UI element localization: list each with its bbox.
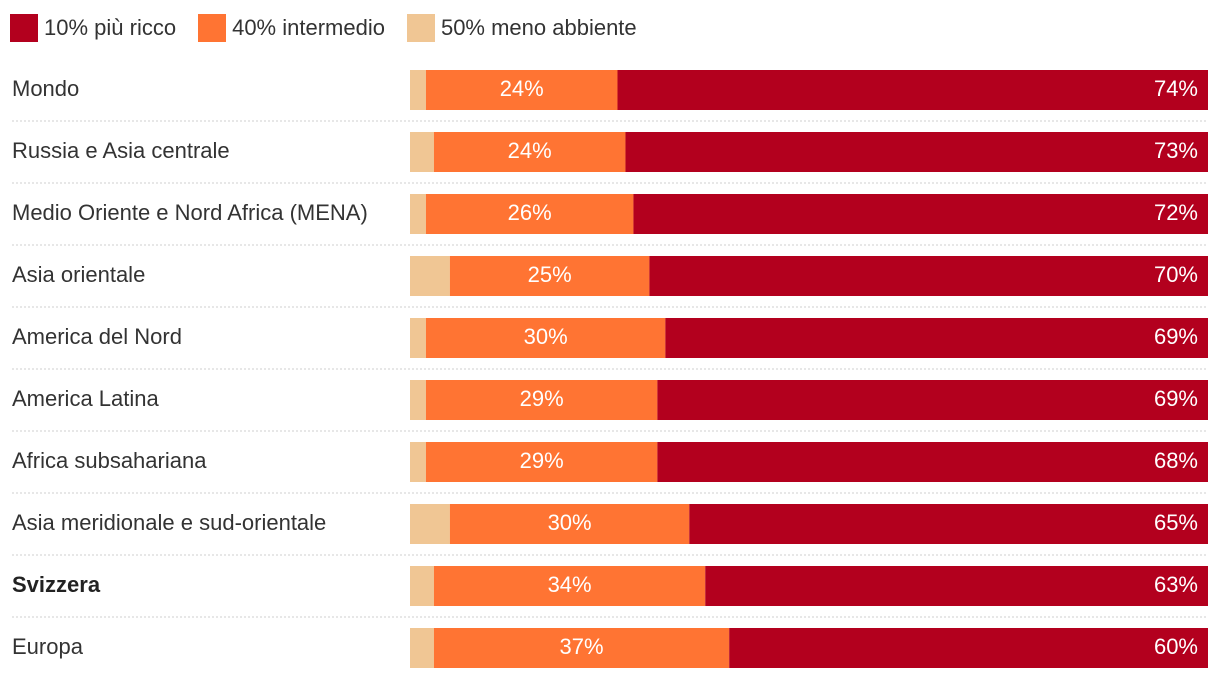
legend-label-bottom50: 50% meno abbiente (440, 15, 637, 40)
chart-row-europa: Europa 37% 60% (12, 628, 1208, 668)
data-label-10-piu-ricco-russia-e-asia-centrale: 73% (1154, 138, 1198, 163)
chart-row-svizzera: Svizzera 34% 63% (12, 566, 1208, 618)
category-label-mondo: Mondo (12, 76, 79, 101)
data-label-10-piu-ricco-mondo: 74% (1154, 76, 1198, 101)
data-label-40-intermedio-asia-orientale: 25% (528, 262, 572, 287)
bar-segment-10-piu-ricco-russia-e-asia-centrale (625, 132, 1208, 172)
bar-segment-10-piu-ricco-europa (729, 628, 1208, 668)
bar-segment-10-piu-ricco-africa-subsahariana (657, 442, 1208, 482)
bar-segment-40-intermedio-svizzera (433, 566, 706, 606)
bar-segment-50-meno-abbiente-asia-meridionale-e-sud-orientale (410, 504, 450, 544)
chart-row-asia-meridionale-e-sud-orientale: Asia meridionale e sud-orientale 30% 65% (12, 504, 1208, 556)
bar-segment-10-piu-ricco-america-del-nord (665, 318, 1208, 358)
legend-item-top10: 10% più ricco (10, 14, 176, 42)
data-label-10-piu-ricco-svizzera: 63% (1154, 572, 1198, 597)
bar-segment-40-intermedio-russia-e-asia-centrale (433, 132, 626, 172)
data-label-10-piu-ricco-america-latina: 69% (1154, 386, 1198, 411)
category-label-asia-orientale: Asia orientale (12, 262, 145, 287)
bar-segment-40-intermedio-mondo (425, 70, 618, 110)
legend-swatch-middle40 (198, 14, 227, 42)
chart-row-america-latina: America Latina 29% 69% (12, 380, 1208, 432)
category-label-america-latina: America Latina (12, 386, 160, 411)
category-label-africa-subsahariana: Africa subsahariana (12, 448, 207, 473)
data-label-10-piu-ricco-asia-orientale: 70% (1154, 262, 1198, 287)
bar-segment-50-meno-abbiente-asia-orientale (410, 256, 450, 296)
data-label-40-intermedio-svizzera: 34% (548, 572, 592, 597)
bar-segment-40-intermedio-america-del-nord (425, 318, 666, 358)
data-label-40-intermedio-asia-meridionale-e-sud-orientale: 30% (548, 510, 592, 535)
data-label-40-intermedio-america-del-nord: 30% (524, 324, 568, 349)
data-label-40-intermedio-russia-e-asia-centrale: 24% (508, 138, 552, 163)
legend-label-middle40: 40% intermedio (232, 15, 385, 40)
chart-row-america-del-nord: America del Nord 30% 69% (12, 318, 1208, 370)
data-label-40-intermedio-africa-subsahariana: 29% (520, 448, 564, 473)
data-label-10-piu-ricco-europa: 60% (1154, 634, 1198, 659)
chart-row-asia-orientale: Asia orientale 25% 70% (12, 256, 1208, 308)
category-label-europa: Europa (12, 634, 84, 659)
bar-segment-50-meno-abbiente-mondo (410, 70, 426, 110)
bar-segment-10-piu-ricco-mondo (617, 70, 1208, 110)
bar-segment-40-intermedio-america-latina (425, 380, 658, 420)
data-label-40-intermedio-medio-oriente-e-nord-africa-mena: 26% (508, 200, 552, 225)
bar-segment-10-piu-ricco-asia-orientale (649, 256, 1208, 296)
bar-segment-10-piu-ricco-asia-meridionale-e-sud-orientale (689, 504, 1208, 544)
data-label-40-intermedio-america-latina: 29% (520, 386, 564, 411)
bar-segment-50-meno-abbiente-europa (410, 628, 434, 668)
data-label-10-piu-ricco-america-del-nord: 69% (1154, 324, 1198, 349)
category-label-america-del-nord: America del Nord (12, 324, 182, 349)
data-label-40-intermedio-mondo: 24% (500, 76, 544, 101)
data-label-10-piu-ricco-africa-subsahariana: 68% (1154, 448, 1198, 473)
bar-segment-40-intermedio-medio-oriente-e-nord-africa-mena (425, 194, 634, 234)
legend-label-top10: 10% più ricco (44, 15, 177, 40)
bar-segment-10-piu-ricco-america-latina (657, 380, 1208, 420)
chart-row-medio-oriente-e-nord-africa-mena: Medio Oriente e Nord Africa (MENA) 26% 72% (12, 194, 1208, 246)
chart-row-africa-subsahariana: Africa subsahariana 29% 68% (12, 442, 1208, 494)
category-label-svizzera: Svizzera (12, 572, 101, 597)
category-label-russia-e-asia-centrale: Russia e Asia centrale (12, 138, 230, 163)
chart-row-mondo: Mondo 24% 74% (12, 70, 1208, 122)
bar-segment-50-meno-abbiente-russia-e-asia-centrale (410, 132, 434, 172)
bar-segment-40-intermedio-asia-orientale (449, 256, 650, 296)
bar-segment-40-intermedio-africa-subsahariana (425, 442, 658, 482)
bar-segment-10-piu-ricco-medio-oriente-e-nord-africa-mena (633, 194, 1208, 234)
bar-segment-50-meno-abbiente-america-latina (410, 380, 426, 420)
legend-item-middle40: 40% intermedio (198, 14, 385, 42)
data-label-40-intermedio-europa: 37% (560, 634, 604, 659)
data-label-10-piu-ricco-asia-meridionale-e-sud-orientale: 65% (1154, 510, 1198, 535)
legend-swatch-top10 (10, 14, 38, 42)
legend-swatch-bottom50 (406, 14, 435, 42)
category-label-asia-meridionale-e-sud-orientale: Asia meridionale e sud-orientale (12, 510, 326, 535)
legend-item-bottom50: 50% meno abbiente (406, 14, 637, 42)
chart-row-russia-e-asia-centrale: Russia e Asia centrale 24% 73% (12, 132, 1208, 184)
data-label-10-piu-ricco-medio-oriente-e-nord-africa-mena: 72% (1154, 200, 1198, 225)
bar-segment-50-meno-abbiente-medio-oriente-e-nord-africa-mena (410, 194, 426, 234)
bar-segment-50-meno-abbiente-america-del-nord (410, 318, 426, 358)
bar-segment-40-intermedio-europa (433, 628, 730, 668)
bar-segment-40-intermedio-asia-meridionale-e-sud-orientale (449, 504, 690, 544)
bar-segment-50-meno-abbiente-svizzera (410, 566, 434, 606)
bar-segment-50-meno-abbiente-africa-subsahariana (410, 442, 426, 482)
bar-segment-10-piu-ricco-svizzera (705, 566, 1208, 606)
category-label-medio-oriente-e-nord-africa-mena: Medio Oriente e Nord Africa (MENA) (12, 200, 368, 225)
chart-legend: 10% più ricco 40% intermedio 50% meno ab… (10, 12, 659, 44)
